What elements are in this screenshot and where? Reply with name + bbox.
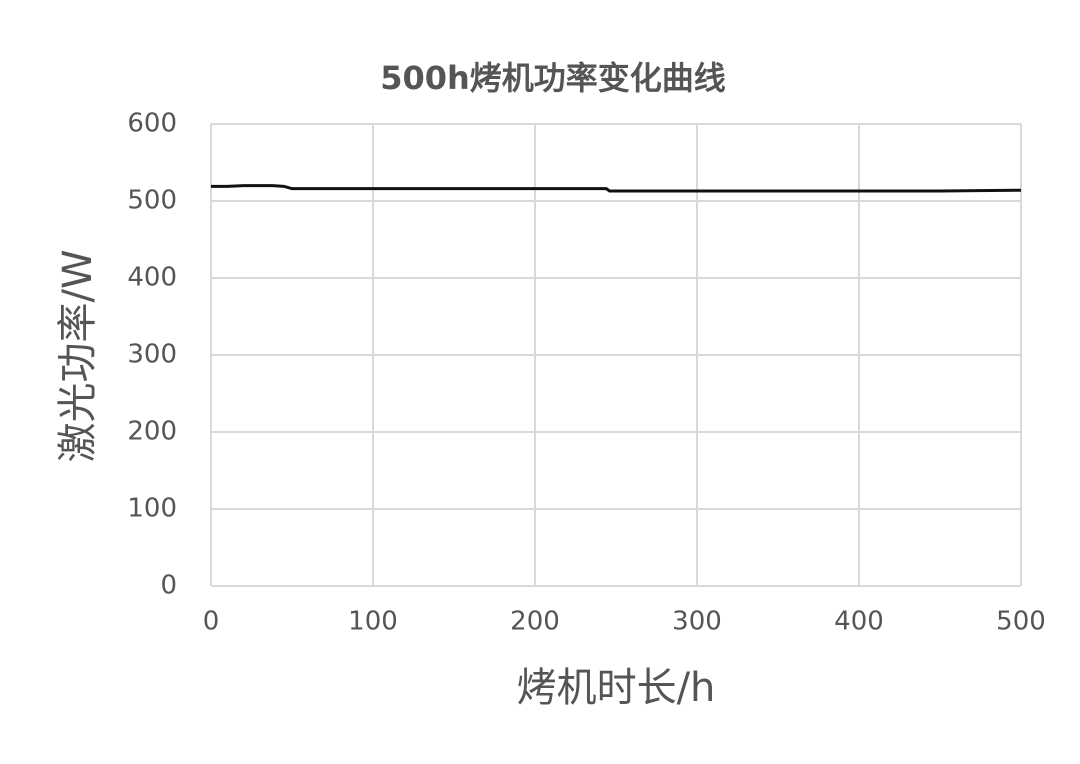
chart-title: 500h烤机功率变化曲线: [380, 59, 726, 97]
y-tick-label: 400: [127, 263, 177, 293]
x-tick-label: 500: [996, 607, 1046, 637]
y-tick-label: 0: [160, 571, 177, 601]
y-tick-label: 200: [127, 417, 177, 447]
data-line: [211, 184, 1022, 193]
x-tick-label: 0: [203, 607, 220, 637]
y-tick-label: 300: [127, 340, 177, 370]
x-tick-label: 200: [510, 607, 560, 637]
y-tick-label: 500: [127, 186, 177, 216]
x-tick-label: 400: [834, 607, 884, 637]
x-tick-label: 100: [348, 607, 398, 637]
x-tick-label: 300: [672, 607, 722, 637]
x-axis-label: 烤机时长/h: [517, 665, 716, 711]
y-axis-label: 激光功率/W: [55, 249, 101, 462]
y-tick-label: 600: [127, 109, 177, 139]
y-tick-label: 100: [127, 494, 177, 524]
